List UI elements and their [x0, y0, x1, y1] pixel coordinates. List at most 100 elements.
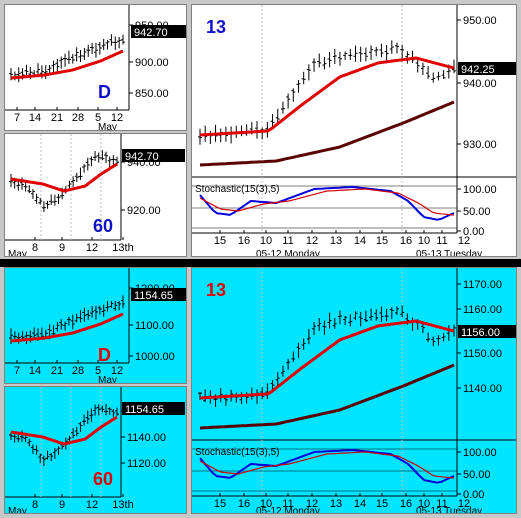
last-price-badge [458, 325, 516, 338]
x-tick-label: 16 [400, 235, 412, 247]
stochastic-title: Stochastic(15(3),5) [195, 447, 279, 458]
moving-average-slow [199, 363, 455, 430]
bottom-13min-chart[interactable]: 1170.00 1160.00 1150.00 1140.00 1156.00 13 Sto… [191, 267, 517, 514]
x-tick-label: 10 [418, 498, 430, 510]
x-sub-label: May [8, 506, 27, 514]
x-tick-label: 15 [376, 235, 388, 247]
x-tick-label: 10 [418, 235, 430, 247]
x-tick-label: 13th [112, 499, 133, 511]
last-price-badge [131, 288, 186, 301]
timeframe-label: 13 [206, 280, 226, 300]
timeframe-label: D [98, 82, 111, 102]
x-tick-label: 12 [111, 112, 123, 124]
stochastic-title: Stochastic(15(3),5) [195, 184, 279, 195]
x-tick-label: 15 [376, 498, 388, 510]
x-sub-label: May [8, 249, 27, 257]
stochastic-k-line [199, 449, 455, 484]
y-tick-label: 930.00 [463, 139, 497, 151]
x-tick-label: 5 [95, 365, 101, 377]
x-tick-label: 8 [32, 499, 38, 511]
x-tick-label: 15 [214, 498, 226, 510]
y-tick-label: 920.00 [127, 205, 161, 217]
last-price-label: 942.70 [125, 151, 159, 163]
x-tick-label: 11 [282, 235, 293, 247]
y-tick-label: 0.00 [463, 226, 484, 238]
last-price-label: 942.25 [461, 64, 495, 76]
moving-average-fast [199, 56, 455, 137]
x-tick-label: 21 [51, 365, 63, 377]
moving-average-fast [10, 162, 118, 193]
timeframe-label: 60 [93, 469, 113, 489]
last-price-badge [122, 149, 185, 162]
y-tick-label: 950.00 [463, 15, 497, 27]
x-tick-label: 28 [72, 112, 84, 124]
x-tick-label: 12 [86, 242, 98, 254]
moving-average-fast [10, 415, 118, 446]
y-tick-label: 900.00 [135, 57, 169, 69]
x-tick-label: 14 [354, 235, 366, 247]
y-tick-label: 850.00 [135, 88, 169, 100]
x-tick-label: 16 [238, 498, 250, 510]
top-60min-chart[interactable]: 940.00 920.00 942.70 60 8 9 12 13th May [4, 133, 187, 257]
x-tick-label: 7 [14, 112, 20, 124]
y-tick-label: 0.00 [463, 489, 484, 501]
y-tick-label: 1100.00 [135, 320, 174, 332]
x-tick-label: 13th [112, 242, 133, 254]
moving-average-slow [199, 100, 455, 167]
stochastic-d-line [199, 188, 455, 216]
x-tick-label: 9 [59, 242, 65, 254]
x-tick-label: 13 [330, 498, 342, 510]
top-13min-chart[interactable]: 950.00 940.00 930.00 942.25 13 Stochastic(15(… [191, 4, 517, 257]
y-tick-label: 50.00 [463, 469, 491, 481]
y-tick-label: 1170.00 [463, 279, 502, 291]
timeframe-label: 13 [206, 17, 226, 37]
stochastic-k-line [199, 186, 455, 221]
last-price-badge [122, 402, 185, 415]
x-sub-label: May [98, 375, 117, 384]
x-tick-label: 10 [260, 235, 272, 247]
y-tick-label: 100.00 [463, 447, 497, 459]
section-divider [0, 259, 521, 267]
moving-average-fast [199, 319, 455, 400]
x-tick-label: 14 [354, 498, 366, 510]
timeframe-label: 60 [93, 216, 113, 236]
last-price-badge [131, 25, 186, 38]
y-tick-label: 1150.00 [463, 348, 502, 360]
x-tick-label: 12 [86, 499, 98, 511]
x-tick-label: 28 [72, 365, 84, 377]
x-tick-label: 14 [29, 365, 41, 377]
chart-background [192, 5, 516, 256]
y-tick-label: 940.00 [463, 78, 497, 90]
x-tick-label: 12 [306, 498, 318, 510]
last-price-label: 1156.00 [461, 327, 500, 339]
x-tick-label: 14 [29, 112, 41, 124]
last-price-badge [458, 62, 516, 75]
x-tick-label: 12 [111, 365, 123, 377]
x-tick-label: 15 [214, 235, 226, 247]
x-tick-label: 12 [458, 235, 470, 247]
x-tick-label: 16 [400, 498, 412, 510]
last-price-label: 1154.65 [125, 404, 164, 416]
y-tick-label: 1140.00 [463, 383, 502, 395]
stochastic-d-line [199, 451, 455, 479]
y-tick-label: 100.00 [463, 184, 497, 196]
y-tick-label: 50.00 [463, 206, 491, 218]
x-tick-label: 13 [330, 235, 342, 247]
bottom-daily-chart[interactable]: 1200.001100.001000.001154.65D7142128512M… [4, 267, 187, 384]
timeframe-label: D [98, 345, 111, 365]
bottom-60min-chart[interactable]: 1160.001140.001120.001154.6560891213thMa… [4, 386, 187, 514]
last-price-label: 942.70 [134, 27, 168, 39]
x-tick-label: 7 [14, 365, 20, 377]
x-sub-label: 05-12 Monday [256, 249, 320, 257]
x-sub-label: 05-13 Tuesday [416, 249, 482, 257]
y-tick-label: 1120.00 [127, 458, 166, 470]
y-tick-label: 1160.00 [463, 304, 502, 316]
x-tick-label: 11 [436, 498, 447, 510]
moving-average-fast [10, 49, 124, 80]
x-tick-label: 12 [306, 235, 318, 247]
y-tick-label: 1000.00 [135, 351, 175, 363]
x-sub-label: 05-12 Monday [256, 506, 320, 514]
y-tick-label: 1140.00 [127, 432, 166, 444]
x-tick-label: 8 [32, 242, 38, 254]
